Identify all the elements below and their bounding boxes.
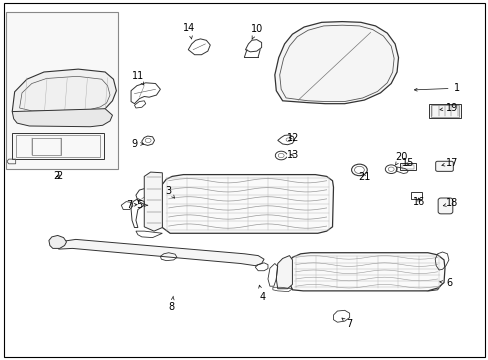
Bar	[410, 192, 421, 199]
Text: 14: 14	[183, 23, 195, 39]
Polygon shape	[12, 69, 116, 115]
Polygon shape	[58, 239, 264, 266]
Polygon shape	[274, 22, 398, 104]
Text: 2: 2	[56, 171, 62, 181]
Polygon shape	[276, 256, 292, 289]
Bar	[16, 135, 100, 157]
Text: 13: 13	[286, 150, 299, 160]
Bar	[430, 105, 458, 117]
Polygon shape	[288, 253, 444, 291]
Text: 8: 8	[168, 296, 175, 312]
Text: 9: 9	[131, 139, 143, 149]
Text: 20: 20	[394, 152, 407, 165]
Text: 10: 10	[250, 24, 263, 39]
Bar	[12, 133, 104, 159]
Text: 17: 17	[441, 158, 458, 168]
Text: 1: 1	[413, 83, 459, 93]
Bar	[399, 163, 415, 170]
Polygon shape	[161, 175, 333, 233]
Text: 12: 12	[286, 132, 299, 143]
Text: 2: 2	[53, 171, 59, 181]
FancyBboxPatch shape	[435, 161, 452, 171]
Bar	[428, 104, 460, 118]
Polygon shape	[414, 273, 440, 291]
Text: 7: 7	[341, 318, 351, 329]
Polygon shape	[12, 109, 112, 127]
Text: 6: 6	[439, 278, 451, 288]
Text: 5: 5	[136, 200, 147, 210]
Polygon shape	[144, 172, 162, 231]
Bar	[6, 12, 118, 169]
Text: 4: 4	[258, 285, 265, 302]
Text: 16: 16	[412, 197, 425, 207]
Text: 19: 19	[439, 103, 458, 113]
Text: 3: 3	[165, 186, 174, 198]
Bar	[401, 165, 413, 169]
Text: 11: 11	[132, 71, 144, 85]
Text: 7: 7	[126, 200, 137, 210]
Polygon shape	[49, 235, 66, 248]
FancyBboxPatch shape	[437, 198, 452, 214]
Text: 15: 15	[402, 158, 414, 168]
Text: 18: 18	[443, 198, 458, 208]
Bar	[32, 138, 61, 155]
Text: 21: 21	[358, 172, 370, 182]
